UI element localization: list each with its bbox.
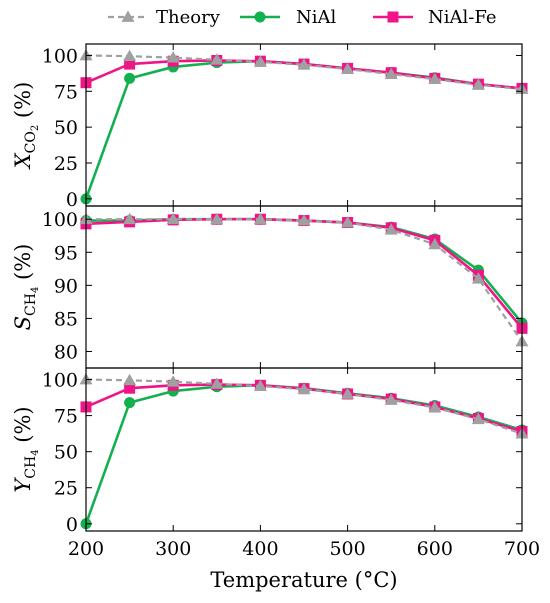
y-axis-title-unit: (%) [11, 244, 35, 287]
legend-marker [254, 11, 266, 23]
y-tick-label: 75 [54, 81, 78, 103]
y-tick-label: 0 [66, 514, 78, 536]
plot-frame [85, 367, 523, 532]
x-tick-label: 600 [417, 538, 453, 560]
x-axis-title: Temperature (°C) [210, 568, 397, 592]
y-axis-title-unit: (%) [11, 406, 35, 449]
point-theory-400 [253, 212, 267, 225]
point-theory-500 [341, 387, 355, 399]
point-theory-600 [428, 72, 442, 84]
y-axis-title-subsubscript: 2 [30, 125, 41, 131]
point-theory-300 [166, 375, 180, 387]
y-tick-label: 90 [54, 275, 78, 297]
legend-label: NiAl [296, 7, 337, 28]
point-theory-450 [297, 214, 311, 226]
series-line-nial [86, 217, 524, 324]
y-tick-label: 25 [54, 478, 78, 500]
y-axis-title: SCH4 (%) [11, 244, 41, 331]
point-theory-300 [166, 51, 180, 63]
point-theory-250 [123, 212, 137, 225]
x-tick-label: 200 [68, 538, 104, 560]
legend-item-nial: NiAl [240, 7, 337, 28]
y-tick-label: 25 [54, 153, 78, 175]
y-axis-title-subscript: CH [23, 456, 39, 479]
legend-label: NiAl-Fe [428, 7, 497, 28]
y-axis-title: XCO2 (%) [11, 82, 41, 171]
point-theory-650 [471, 78, 485, 90]
y-tick-label: 100 [42, 45, 78, 67]
y-tick-label: 80 [54, 341, 78, 363]
y-axis-title-symbol: Y [11, 477, 35, 493]
y-tick-label: 0 [66, 189, 78, 211]
point-nial-250 [124, 72, 136, 84]
point-theory-450 [297, 382, 311, 395]
y-axis-title-symbol: S [11, 316, 35, 330]
x-tick-label: 300 [155, 538, 191, 560]
y-tick-label: 95 [54, 242, 78, 264]
series-line-theory [85, 378, 523, 435]
series-line-nial [84, 384, 523, 525]
y-tick-label: 75 [54, 406, 78, 428]
point-theory-400 [253, 55, 267, 67]
point-theory-350 [210, 53, 224, 65]
point-theory-550 [384, 223, 398, 235]
y-axis-title-subsubscript: 4 [30, 449, 41, 455]
point-nial-250 [124, 397, 136, 409]
point-theory-600 [428, 401, 442, 413]
y-tick-label: 50 [54, 117, 78, 139]
x-tick-label: 500 [329, 538, 365, 560]
y-axis-title-subsubscript: 4 [30, 287, 41, 293]
point-theory-250 [123, 49, 137, 62]
x-tick-label: 400 [242, 538, 278, 560]
y-axis-title-unit: (%) [11, 82, 35, 125]
series-line-nial-fe [85, 217, 524, 330]
point-theory-650 [471, 412, 485, 425]
point-theory-550 [384, 67, 398, 79]
legend-marker [121, 10, 135, 22]
point-theory-400 [253, 379, 267, 391]
legend: Theory NiAl NiAl-Fe [108, 7, 497, 28]
y-tick-label: 50 [54, 442, 78, 464]
point-theory-650 [471, 272, 485, 284]
plot-frame [85, 205, 523, 369]
y-tick-label: 100 [42, 209, 78, 231]
y-tick-label: 100 [42, 370, 78, 392]
point-theory-500 [341, 62, 355, 74]
y-axis-title-subscript: CO [23, 131, 39, 153]
point-theory-350 [210, 377, 224, 389]
point-theory-550 [384, 393, 398, 405]
legend-item-nial-fe: NiAl-Fe [373, 7, 497, 28]
x-tick-label: 700 [504, 538, 540, 560]
point-nial-fe-250 [124, 58, 136, 70]
y-axis-title: YCH4 (%) [11, 406, 41, 492]
series-line-theory [85, 54, 523, 91]
point-theory-350 [210, 212, 224, 225]
legend-marker [387, 11, 399, 23]
point-theory-450 [297, 58, 311, 70]
series-line-theory [86, 218, 523, 343]
point-theory-600 [428, 237, 442, 250]
y-tick-label: 85 [54, 308, 78, 330]
point-theory-500 [341, 216, 355, 228]
legend-item-theory: Theory [108, 7, 221, 28]
point-theory-300 [166, 212, 180, 225]
legend-label: Theory [156, 7, 221, 28]
point-nial-fe-250 [124, 382, 136, 394]
y-axis-title-subscript: CH [23, 293, 39, 316]
point-theory-250 [123, 373, 137, 386]
y-axis-title-symbol: X [11, 152, 35, 170]
